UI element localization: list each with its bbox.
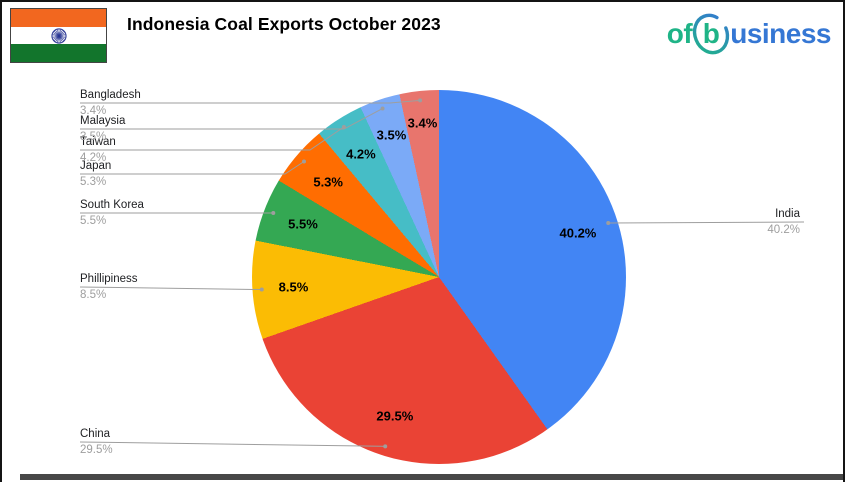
country-pct-label: 29.5% (80, 444, 113, 456)
slice-pct-label: 3.4% (407, 115, 438, 131)
slice-pct-label: 29.5% (376, 408, 414, 424)
ashoka-chakra-icon (50, 27, 67, 44)
leader-line (80, 161, 305, 175)
slice-pct-label: 4.2% (346, 146, 376, 162)
country-label: South Korea (80, 199, 144, 211)
country-pct-label: 8.5% (80, 289, 107, 301)
country-pct-label: 4.2% (80, 152, 107, 164)
slice-pct-label: 5.3% (313, 174, 343, 190)
leader-line (79, 286, 262, 291)
country-label: India (775, 208, 800, 220)
country-label: Malaysia (80, 115, 126, 127)
page-title: Indonesia Coal Exports October 2023 (127, 14, 441, 34)
logo-usiness-text: usiness (730, 18, 831, 49)
bottom-bar (20, 474, 843, 480)
pie-chart (252, 90, 626, 464)
country-label: Phillipiness (80, 273, 138, 285)
slice-pct-label: 8.5% (278, 279, 309, 295)
country-pct-label: 3.4% (80, 105, 107, 117)
leader-line (79, 441, 386, 447)
country-pct-label: 3.5% (80, 131, 107, 143)
country-pct-label: 5.5% (80, 215, 107, 227)
logo-of-text: of (666, 18, 693, 49)
slice-pct-label: 5.5% (288, 216, 318, 232)
slice-pct-label: 3.5% (376, 127, 407, 143)
flag-white-stripe (11, 26, 106, 45)
country-label: Taiwan (80, 136, 116, 148)
leader-line (608, 221, 805, 224)
flag-green-stripe (11, 44, 106, 63)
ofbusiness-logo: of b usiness (667, 10, 831, 58)
flag-saffron-stripe (11, 9, 106, 27)
india-flag (10, 8, 107, 63)
country-pct-label: 5.3% (80, 176, 107, 188)
country-pct-label: 40.2% (767, 224, 800, 236)
country-label: China (80, 428, 111, 440)
logo-b-swirl-icon: b (689, 10, 733, 58)
slice-pct-label: 40.2% (559, 225, 597, 241)
logo-b-letter: b (703, 18, 720, 49)
country-label: Japan (80, 160, 112, 172)
country-label: Bangladesh (80, 89, 141, 101)
